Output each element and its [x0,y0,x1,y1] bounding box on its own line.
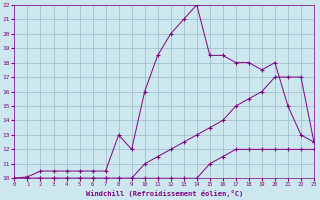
X-axis label: Windchill (Refroidissement éolien,°C): Windchill (Refroidissement éolien,°C) [85,190,243,197]
